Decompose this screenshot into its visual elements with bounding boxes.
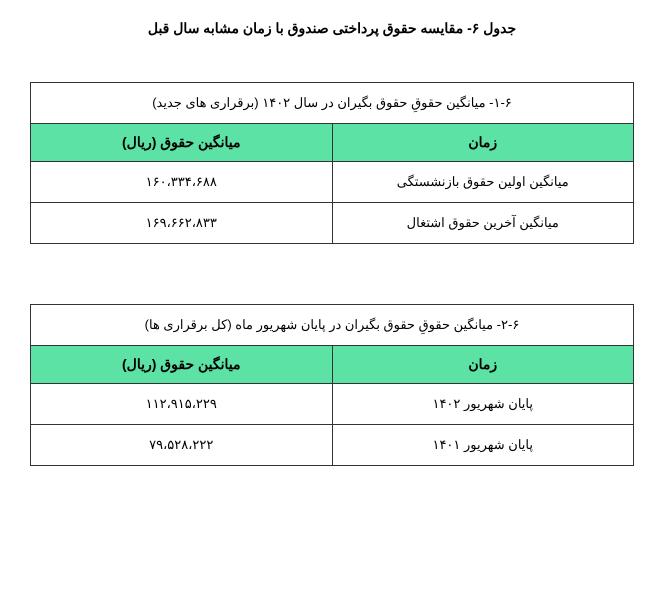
table-1-row-1-value: ۱۶۹،۶۶۲،۸۳۳ <box>31 203 333 244</box>
table-row: پایان شهریور ۱۴۰۲ ۱۱۲،۹۱۵،۲۲۹ <box>31 384 634 425</box>
table-1-row-0-value: ۱۶۰،۳۳۴،۶۸۸ <box>31 162 333 203</box>
table-2-title: ۲-۶- میانگین حقوقِ حقوق بگیران در پایان … <box>31 305 634 346</box>
table-2-header-time: زمان <box>332 346 634 384</box>
table-row: پایان شهریور ۱۴۰۱ ۷۹،۵۲۸،۲۲۲ <box>31 425 634 466</box>
table-1-header-time: زمان <box>332 124 634 162</box>
table-2-row-0-time: پایان شهریور ۱۴۰۲ <box>332 384 634 425</box>
table-1-row-1-time: میانگین آخرین حقوق اشتغال <box>332 203 634 244</box>
table-2: ۲-۶- میانگین حقوقِ حقوق بگیران در پایان … <box>30 304 634 466</box>
table-2-row-0-value: ۱۱۲،۹۱۵،۲۲۹ <box>31 384 333 425</box>
main-title: جدول ۶- مقایسه حقوق پرداختی صندوق با زما… <box>30 20 634 37</box>
table-1-container: ۱-۶- میانگین حقوقِ حقوق بگیران در سال ۱۴… <box>30 82 634 244</box>
table-row: میانگین اولین حقوق بازنشستگی ۱۶۰،۳۳۴،۶۸۸ <box>31 162 634 203</box>
table-2-header-row: زمان میانگین حقوق (ریال) <box>31 346 634 384</box>
table-row: میانگین آخرین حقوق اشتغال ۱۶۹،۶۶۲،۸۳۳ <box>31 203 634 244</box>
table-1-title: ۱-۶- میانگین حقوقِ حقوق بگیران در سال ۱۴… <box>31 83 634 124</box>
table-1: ۱-۶- میانگین حقوقِ حقوق بگیران در سال ۱۴… <box>30 82 634 244</box>
table-1-header-value: میانگین حقوق (ریال) <box>31 124 333 162</box>
table-1-header-row: زمان میانگین حقوق (ریال) <box>31 124 634 162</box>
table-2-row-1-time: پایان شهریور ۱۴۰۱ <box>332 425 634 466</box>
table-2-container: ۲-۶- میانگین حقوقِ حقوق بگیران در پایان … <box>30 304 634 466</box>
table-2-header-value: میانگین حقوق (ریال) <box>31 346 333 384</box>
table-2-row-1-value: ۷۹،۵۲۸،۲۲۲ <box>31 425 333 466</box>
table-1-row-0-time: میانگین اولین حقوق بازنشستگی <box>332 162 634 203</box>
